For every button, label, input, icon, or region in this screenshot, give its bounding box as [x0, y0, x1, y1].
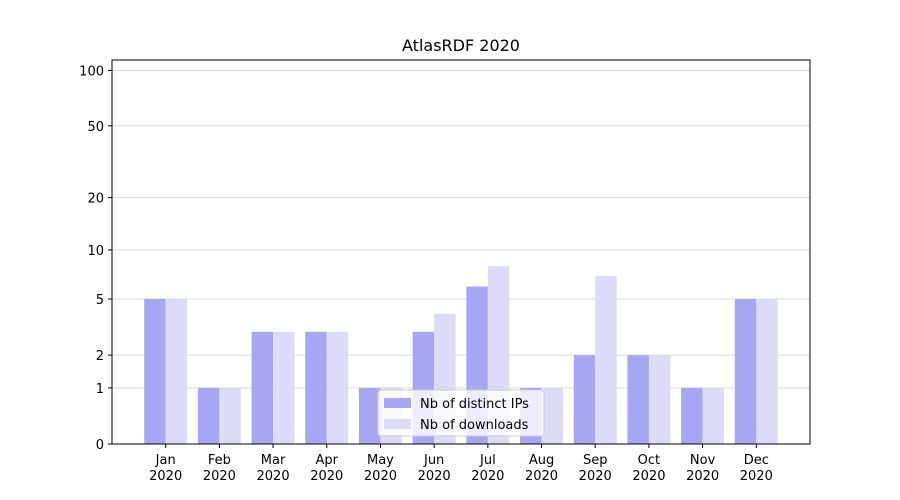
chart-title: AtlasRDF 2020	[402, 36, 520, 55]
y-tick-label: 0	[96, 438, 104, 453]
bar	[326, 331, 349, 444]
x-tick-label: Aug 2020	[524, 453, 559, 484]
bar	[573, 355, 596, 444]
x-tick-label: Jul 2020	[471, 453, 505, 484]
legend: Nb of distinct IPs Nb of downloads	[377, 389, 545, 437]
legend-label: Nb of downloads	[420, 418, 529, 433]
x-tick-label: Dec 2020	[739, 453, 773, 484]
bar	[273, 331, 295, 444]
x-tick-label: Jan 2020	[149, 453, 183, 484]
x-tick-label: Nov 2020	[686, 453, 720, 484]
bar	[305, 331, 327, 444]
legend-swatch	[384, 398, 411, 408]
bar	[219, 387, 241, 444]
y-tick-label: 1	[96, 382, 104, 397]
y-tick-label: 5	[96, 293, 104, 308]
bar	[734, 298, 757, 444]
bar	[197, 387, 220, 444]
y-tick-label: 50	[87, 120, 104, 135]
bar	[541, 387, 564, 444]
bar	[595, 275, 617, 444]
y-tick-label: 10	[87, 244, 104, 259]
y-tick-label: 100	[79, 65, 104, 80]
bar	[702, 387, 725, 444]
x-tick-label: Apr 2020	[310, 453, 344, 484]
bar	[165, 298, 188, 444]
y-tick-label: 2	[96, 349, 104, 364]
bar	[627, 355, 649, 444]
x-tick-label: Sep 2020	[578, 453, 612, 484]
x-tick-label: Oct 2020	[632, 453, 666, 484]
y-tick-label: 20	[87, 192, 104, 207]
bar	[648, 355, 671, 444]
legend-label: Nb of distinct IPs	[420, 397, 529, 412]
x-tick-label: Feb 2020	[202, 453, 236, 484]
legend-swatch	[384, 419, 411, 429]
x-tick-label: Jun 2020	[417, 453, 451, 484]
bar	[251, 331, 274, 444]
x-tick-label: Mar 2020	[256, 453, 290, 484]
x-tick-label: May 2020	[363, 453, 397, 484]
bar	[144, 298, 166, 444]
bar	[756, 298, 778, 444]
legend-box	[377, 389, 545, 437]
bar	[358, 387, 381, 444]
bar	[681, 387, 703, 444]
axes-frame	[111, 59, 811, 445]
